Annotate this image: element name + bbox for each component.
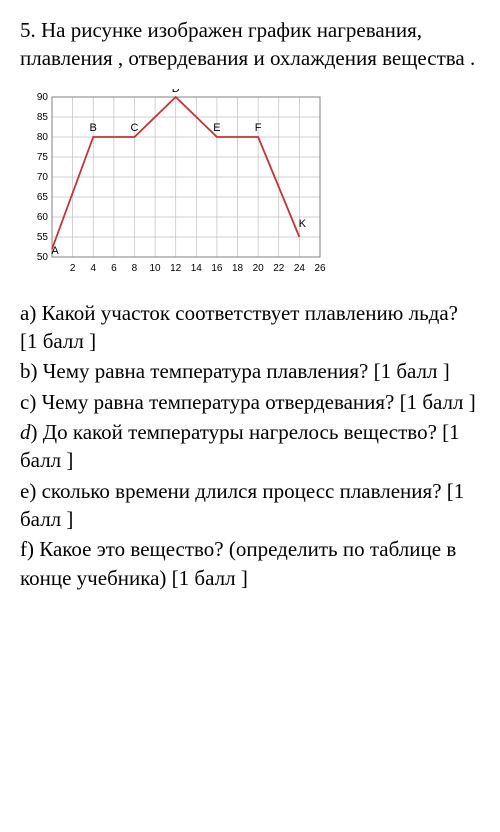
svg-text:A: A [51, 245, 59, 257]
svg-text:75: 75 [37, 152, 49, 163]
svg-text:80: 80 [37, 132, 49, 143]
svg-text:50: 50 [37, 252, 49, 263]
svg-text:10: 10 [150, 263, 162, 274]
svg-text:4: 4 [90, 263, 96, 274]
problem-number: 5 [20, 18, 31, 42]
svg-text:6: 6 [111, 263, 117, 274]
svg-text:C: C [130, 122, 138, 134]
question-f: f) Какое это вещество? (определить по та… [20, 535, 480, 592]
heating-chart: 5055606570758085902468101214161820222426… [20, 89, 480, 279]
svg-text:90: 90 [37, 92, 49, 103]
svg-text:24: 24 [294, 263, 306, 274]
svg-text:60: 60 [37, 212, 49, 223]
svg-text:B: B [90, 122, 97, 134]
question-d: d) До какой температуры нагрелось вещест… [20, 418, 480, 475]
svg-text:8: 8 [132, 263, 138, 274]
question-b: b) Чему равна температура плавления? [1 … [20, 357, 480, 385]
svg-text:D: D [172, 89, 180, 95]
question-e: e) сколько времени длился процесс плавле… [20, 477, 480, 534]
question-c: c) Чему равна температура отвердевания? … [20, 388, 480, 416]
svg-text:E: E [213, 122, 220, 134]
svg-text:2: 2 [70, 263, 76, 274]
svg-text:16: 16 [211, 263, 223, 274]
svg-text:K: K [299, 218, 307, 230]
problem-text: На рисунке изображен график нагревания, … [20, 18, 475, 70]
question-d-prefix: d [20, 420, 31, 444]
svg-text:14: 14 [191, 263, 203, 274]
problem-statement: 5. На рисунке изображен график нагревани… [20, 16, 480, 73]
svg-text:70: 70 [37, 172, 49, 183]
svg-text:26: 26 [314, 263, 326, 274]
svg-text:F: F [255, 122, 262, 134]
svg-text:85: 85 [37, 112, 49, 123]
svg-text:18: 18 [232, 263, 244, 274]
svg-text:65: 65 [37, 192, 49, 203]
svg-text:55: 55 [37, 232, 49, 243]
svg-text:12: 12 [170, 263, 182, 274]
question-a: a) Какой участок соответствует плавлению… [20, 299, 480, 356]
chart-svg: 5055606570758085902468101214161820222426… [20, 89, 330, 279]
svg-text:20: 20 [253, 263, 265, 274]
svg-text:22: 22 [273, 263, 285, 274]
